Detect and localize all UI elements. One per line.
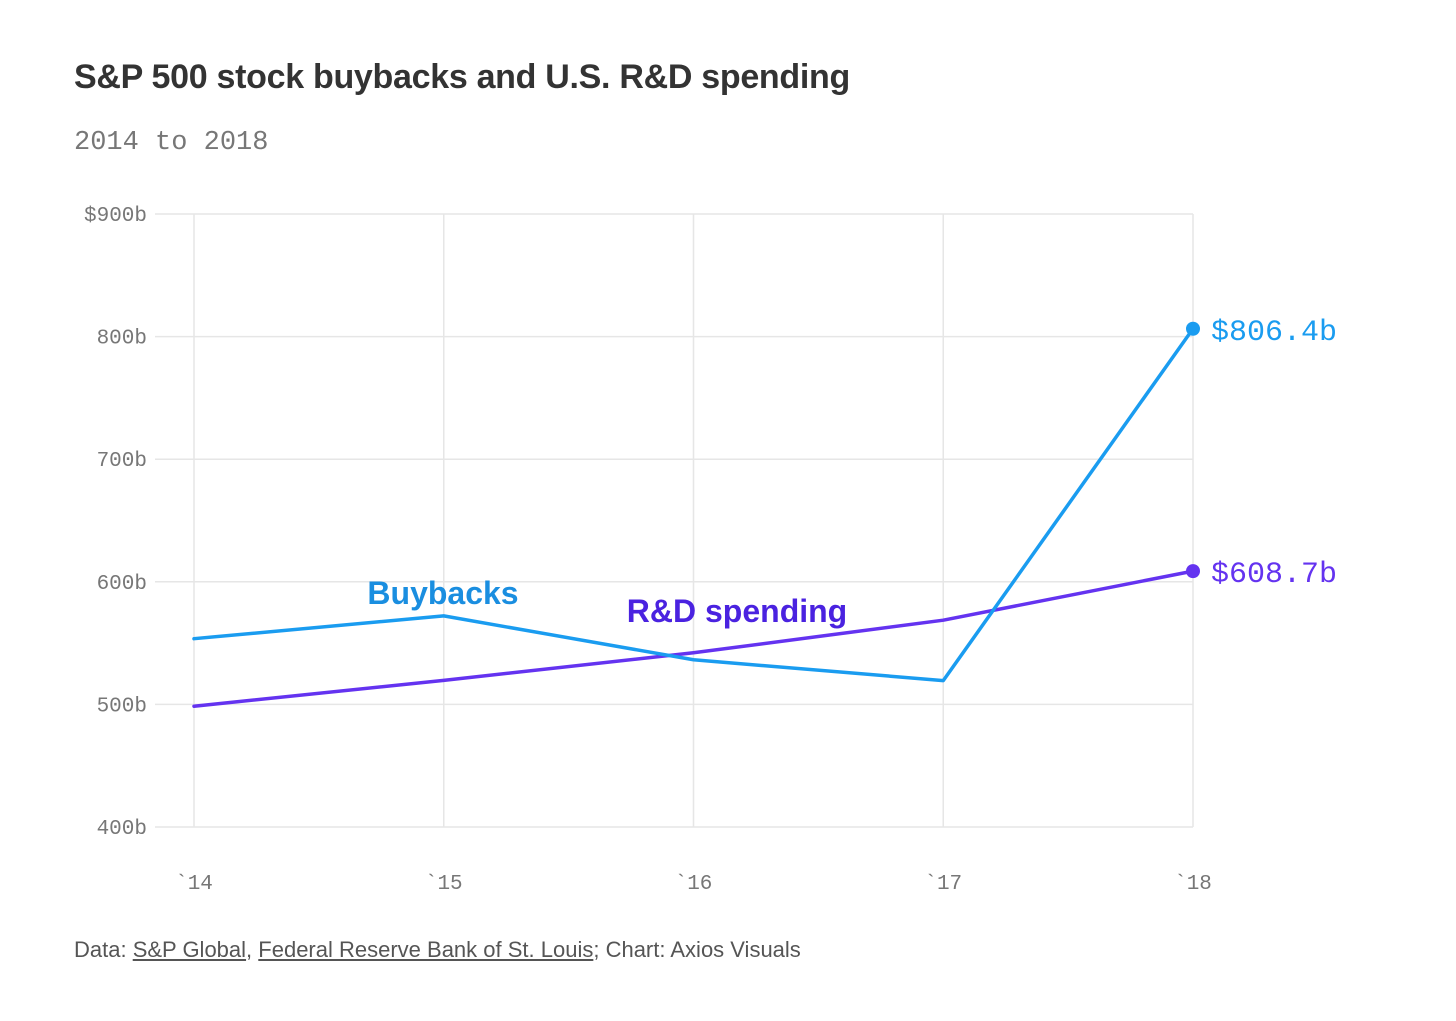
x-axis-ticks: `14 `15 `16 `17 `18 [175, 873, 1212, 896]
series-line-buybacks [192, 327, 1195, 683]
x-tick-label: `15 [425, 873, 463, 896]
y-axis-ticks: $900b 800b 700b 600b 500b 400b [84, 205, 147, 841]
series-end-point [1186, 321, 1200, 336]
series-name-label: R&D spending [627, 593, 847, 629]
series-labels: $608.7b $806.4b Buybacks R&D spending [367, 316, 1337, 629]
source-link-sp-global[interactable]: S&P Global [132, 937, 247, 962]
chart-title: S&P 500 stock buybacks and U.S. R&D spen… [74, 58, 850, 96]
chart-subtitle: 2014 to 2018 [74, 128, 269, 158]
footer-prefix: Data: [74, 937, 133, 962]
series-end-label: $608.7b [1211, 558, 1337, 592]
x-tick-label: `17 [924, 873, 962, 896]
y-tick-label: 800b [97, 328, 147, 351]
y-tick-label: 700b [97, 450, 147, 473]
source-link-federal-reserve[interactable]: Federal Reserve Bank of St. Louis [258, 937, 594, 962]
footer-suffix: ; Chart: Axios Visuals [593, 937, 801, 962]
series-lines [192, 321, 1200, 708]
y-tick-label: $900b [84, 205, 147, 228]
series-name-label: Buybacks [367, 575, 518, 611]
y-tick-label: 600b [97, 573, 147, 596]
x-tick-label: `18 [1174, 873, 1212, 896]
y-tick-label: 500b [97, 695, 147, 718]
footer-separator: , [246, 937, 259, 962]
x-tick-label: `16 [675, 873, 713, 896]
y-tick-label: 400b [97, 818, 147, 841]
chart-footer: Data: S&P Global, Federal Reserve Bank o… [74, 937, 801, 963]
series-end-label: $806.4b [1211, 316, 1337, 350]
series-line-rd-spending [192, 569, 1195, 708]
grid-lines [155, 213, 1194, 828]
series-end-point [1186, 564, 1200, 579]
x-tick-label: `14 [175, 873, 213, 896]
